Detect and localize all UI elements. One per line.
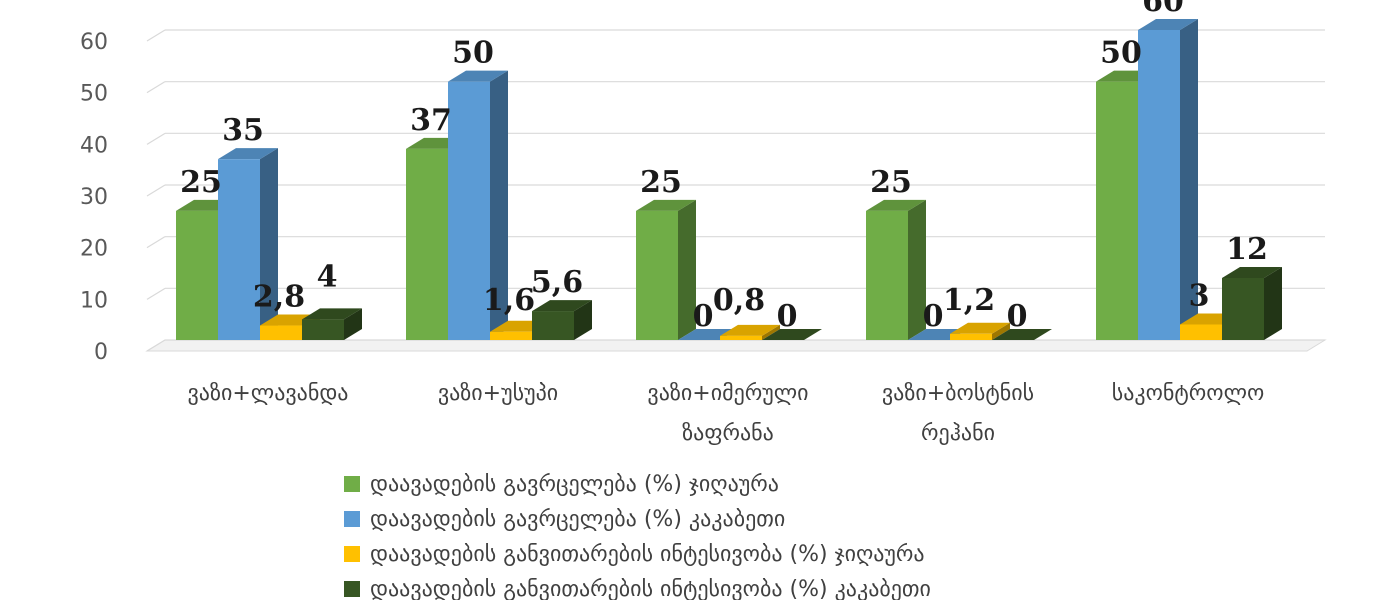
data-label: 0 [923,299,944,334]
bar-2-4 [532,300,592,340]
data-label: 0 [1007,299,1028,334]
data-label: 0 [693,299,714,334]
legend-entry: დაავადების გავრცელება (%) ჯიღაურა [344,472,779,497]
category-label: საკონტროლო [1112,381,1265,406]
bar-2-2 [448,70,508,341]
data-label: 3 [1189,279,1210,314]
chart-floor [145,339,1327,352]
bar-4-1 [866,199,926,340]
x-axis: ვაზი+ლავანდა ვაზი+უსუპი ვაზი+იმერული ზაფრან… [188,381,1265,446]
data-label: 37 [410,103,452,138]
data-label: 4 [317,259,338,294]
legend-swatch [344,581,360,597]
y-tick-label: 30 [80,185,108,210]
y-tick-label: 60 [80,30,108,55]
category-label: რეჰანი [921,421,995,446]
bar-3-3 [720,324,780,340]
data-label: 12 [1226,232,1268,267]
category-label: ვაზი+უსუპი [438,381,558,406]
data-label: 25 [870,165,912,200]
legend-label: დაავადების გავრცელება (%) კაკაბეთი [370,507,785,532]
data-label: 50 [1100,36,1142,71]
legend-swatch [344,511,360,527]
data-label: 60 [1142,0,1184,19]
category-label: ვაზი+იმერული [647,381,808,406]
y-axis: 0 10 20 30 40 50 60 [80,30,108,365]
y-tick-label: 10 [80,288,108,313]
data-label: 1,6 [483,283,535,318]
legend-label: დაავადების გავრცელება (%) ჯიღაურა [370,472,779,497]
data-label: 0,8 [713,283,765,318]
y-tick-label: 0 [94,340,108,365]
bar-4-3 [950,322,1010,340]
data-label: 5,6 [531,265,583,300]
bar-4-4 [992,329,1052,340]
category-label: ზაფრანა [682,421,774,446]
legend-entry: დაავადების გავრცელება (%) კაკაბეთი [344,507,785,532]
legend-label: დაავადების განვითარების ინტესივობა (%) კ… [370,577,931,600]
y-tick-label: 20 [80,237,108,262]
data-label: 2,8 [253,280,305,315]
legend: დაავადების გავრცელება (%) ჯიღაურა დაავადე… [344,472,931,600]
data-label: 25 [640,165,682,200]
legend-entry: დაავადების განვითარების ინტესივობა (%) ჯ… [344,542,925,567]
bar-1-4 [302,308,362,340]
bars [176,19,1282,341]
y-tick-label: 50 [80,82,108,107]
bar-5-2 [1138,19,1198,340]
category-label: ვაზი+ლავანდა [188,381,349,406]
legend-entry: დაავადების განვითარების ინტესივობა (%) კ… [344,577,931,600]
gridline [146,29,1325,42]
legend-swatch [344,476,360,492]
legend-swatch [344,546,360,562]
bar-3-1 [636,199,696,340]
data-label: 0 [777,299,798,334]
bar-1-2 [218,148,278,340]
legend-label: დაავადების განვითარების ინტესივობა (%) ჯ… [370,542,925,567]
category-label: ვაზი+ბოსტნის [882,381,1034,406]
bar-5-4 [1222,267,1282,340]
data-label: 1,2 [943,283,995,318]
data-label: 50 [452,36,494,71]
data-label: 35 [222,113,264,148]
y-tick-label: 40 [80,133,108,158]
bar-3-4 [762,329,822,340]
data-label: 25 [180,165,222,200]
